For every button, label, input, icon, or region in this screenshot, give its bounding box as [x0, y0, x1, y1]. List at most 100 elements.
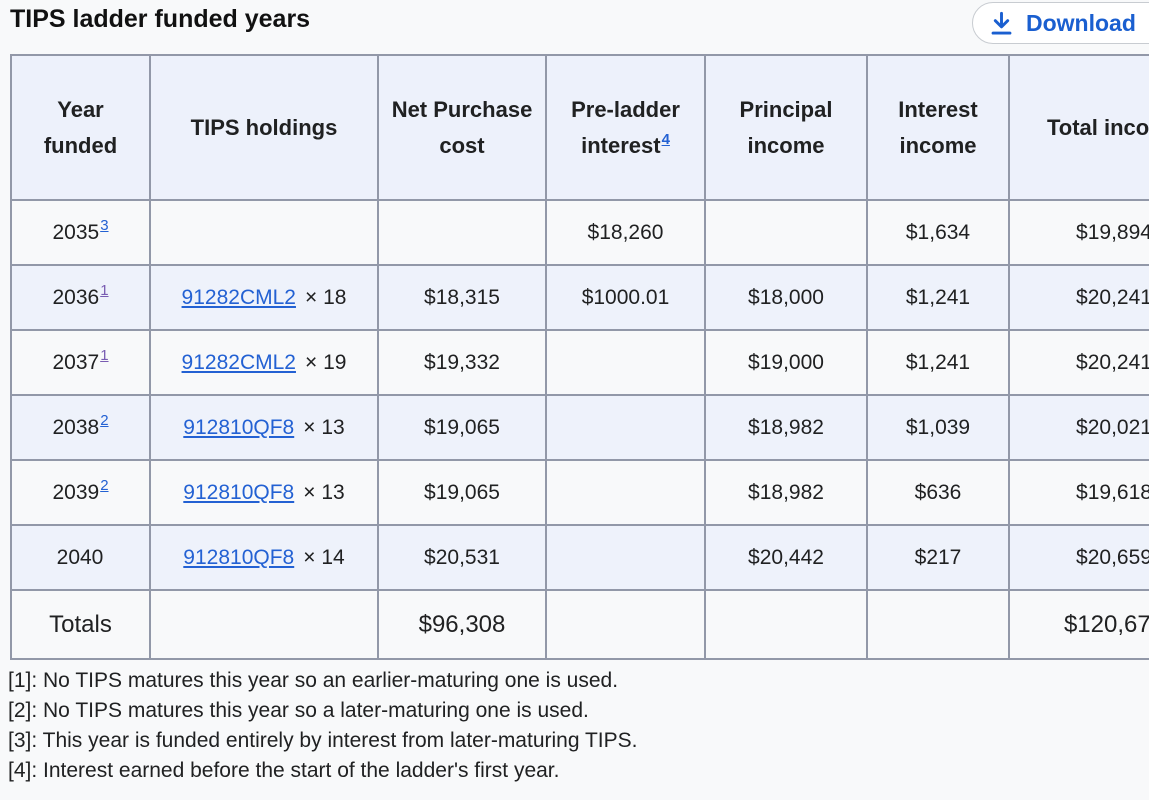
footnote-ref-link[interactable]: 3 [100, 217, 109, 235]
cell-tips-holdings: 912810QF8 × 14 [149, 524, 379, 591]
footnote-ref-link[interactable]: 2 [100, 477, 109, 495]
footnote-ref-link[interactable]: 1 [100, 347, 109, 365]
cell-pre-ladder-interest [545, 329, 706, 396]
cell-total-income: $20,021 [1008, 394, 1149, 461]
download-label: Download [1026, 9, 1136, 36]
table-row-2040: 2040 912810QF8 × 14 $20,531 $20,442 $217 … [10, 524, 1149, 591]
cell-interest-income: $1,634 [866, 199, 1010, 266]
cusip-link[interactable]: 91282CML2 [181, 285, 296, 309]
cell-year-funded: 20371 [10, 329, 151, 396]
cell-pre-ladder-interest: $18,260 [545, 199, 706, 266]
cell-year-funded: 20361 [10, 264, 151, 331]
col-header-label: Year funded [43, 97, 118, 158]
cell-interest-income: $217 [866, 524, 1010, 591]
cell-net-purchase-cost: $19,332 [377, 329, 547, 396]
cell-interest-income: $1,241 [866, 264, 1010, 331]
cell-principal-income [704, 589, 868, 660]
table-row-2036: 20361 91282CML2 × 18 $18,315 $1000.01 $18… [10, 264, 1149, 331]
cell-net-purchase-cost: $19,065 [377, 394, 547, 461]
cell-tips-holdings: 912810QF8 × 13 [149, 394, 379, 461]
cusip-link[interactable]: 912810QF8 [183, 545, 295, 569]
cell-interest-income: $636 [866, 459, 1010, 526]
col-header-interest-income: Interest income [866, 54, 1010, 201]
tips-ladder-table: Year funded TIPS holdings Net Purchase c… [10, 54, 1149, 660]
col-header-tips-holdings: TIPS holdings [149, 54, 379, 201]
cell-pre-ladder-interest [545, 459, 706, 526]
footnote-3: [3]: This year is funded entirely by int… [8, 729, 638, 752]
cell-net-purchase-cost [377, 199, 547, 266]
cell-tips-holdings: 912810QF8 × 13 [149, 459, 379, 526]
col-header-label: Total income [1046, 114, 1149, 140]
footnote-4: [4]: Interest earned before the start of… [8, 759, 560, 782]
cell-net-purchase-cost: $19,065 [377, 459, 547, 526]
cusip-link[interactable]: 91282CML2 [181, 350, 296, 374]
cell-total-income: $20,659 [1008, 524, 1149, 591]
cell-interest-income [866, 589, 1010, 660]
cell-principal-income: $20,442 [704, 524, 868, 591]
holdings-quantity: × 13 [303, 415, 345, 439]
cell-year-funded: 20392 [10, 459, 151, 526]
cell-net-purchase-cost: $20,531 [377, 524, 547, 591]
col-header-label: Interest income [898, 97, 978, 158]
cell-principal-income [704, 199, 868, 266]
cell-pre-ladder-interest: $1000.01 [545, 264, 706, 331]
cell-pre-ladder-interest [545, 589, 706, 660]
cell-year-funded: 20353 [10, 199, 151, 266]
cell-total-income: $20,241 [1008, 329, 1149, 396]
cell-totals-label: Totals [10, 589, 151, 660]
cell-interest-income: $1,241 [866, 329, 1010, 396]
year-value: 2039 [52, 480, 100, 504]
table-row-2039: 20392 912810QF8 × 13 $19,065 $18,982 $636… [10, 459, 1149, 526]
col-header-label: TIPS holdings [190, 114, 338, 140]
top-bar: TIPS ladder funded years Download [0, 0, 1149, 54]
header-row: Year funded TIPS holdings Net Purchase c… [10, 54, 1149, 201]
cell-pre-ladder-interest [545, 394, 706, 461]
cell-total-income: $20,241 [1008, 264, 1149, 331]
cell-net-purchase-cost: $18,315 [377, 264, 547, 331]
cell-net-purchase-cost: $96,308 [377, 589, 547, 660]
cell-tips-holdings [149, 589, 379, 660]
totals-row: Totals $96,308 $120,674 [10, 589, 1149, 660]
col-header-total-income: Total income [1008, 54, 1149, 201]
year-value: 2036 [52, 285, 100, 309]
cusip-link[interactable]: 912810QF8 [183, 415, 295, 439]
cell-principal-income: $18,982 [704, 459, 868, 526]
holdings-quantity: × 19 [304, 350, 347, 374]
cell-total-income: $120,674 [1008, 589, 1149, 660]
holdings-quantity: × 14 [303, 545, 345, 569]
cell-tips-holdings [149, 199, 379, 266]
footnotes: [1]: No TIPS matures this year so an ear… [8, 666, 1149, 786]
cell-interest-income: $1,039 [866, 394, 1010, 461]
table-row-2038: 20382 912810QF8 × 13 $19,065 $18,982 $1,0… [10, 394, 1149, 461]
footnote-ref-link[interactable]: 2 [100, 412, 109, 430]
cell-year-funded: 2040 [10, 524, 151, 591]
cell-total-income: $19,894 [1008, 199, 1149, 266]
footnote-ref-link[interactable]: 1 [100, 282, 109, 300]
table-row-2037: 20371 91282CML2 × 19 $19,332 $19,000 $1,2… [10, 329, 1149, 396]
cell-principal-income: $19,000 [704, 329, 868, 396]
cell-principal-income: $18,000 [704, 264, 868, 331]
holdings-quantity: × 13 [303, 480, 345, 504]
col-header-label: Net Purchase cost [391, 97, 533, 158]
year-value: 2038 [52, 415, 100, 439]
table-row-2035: 20353 $18,260 $1,634 $19,894 [10, 199, 1149, 266]
cell-principal-income: $18,982 [704, 394, 868, 461]
cell-pre-ladder-interest [545, 524, 706, 591]
footnote-4-link[interactable]: 4 [661, 131, 670, 149]
year-value: 2037 [52, 350, 100, 374]
holdings-quantity: × 18 [304, 285, 347, 309]
cell-tips-holdings: 91282CML2 × 19 [149, 329, 379, 396]
col-header-net-purchase-cost: Net Purchase cost [377, 54, 547, 201]
cell-year-funded: 20382 [10, 394, 151, 461]
col-header-label: Pre-ladder interest [571, 97, 680, 158]
footnote-2: [2]: No TIPS matures this year so a late… [8, 699, 589, 722]
col-header-pre-ladder-interest: Pre-ladder interest4 [545, 54, 706, 201]
col-header-principal-income: Principal income [704, 54, 868, 201]
cusip-link[interactable]: 912810QF8 [183, 480, 295, 504]
cell-tips-holdings: 91282CML2 × 18 [149, 264, 379, 331]
download-button[interactable]: Download [972, 2, 1149, 44]
year-value: 2035 [52, 220, 100, 244]
download-icon [988, 10, 1015, 37]
footnote-1: [1]: No TIPS matures this year so an ear… [8, 669, 619, 692]
cell-total-income: $19,618 [1008, 459, 1149, 526]
